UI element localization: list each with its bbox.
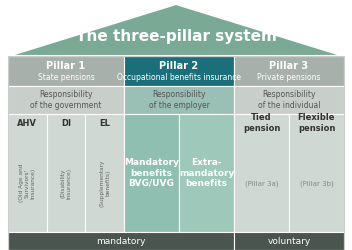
Text: Pillar 2: Pillar 2 bbox=[159, 61, 199, 71]
Text: EL: EL bbox=[99, 118, 110, 128]
Text: (Old Age and
Survivors'
Insurance): (Old Age and Survivors' Insurance) bbox=[19, 164, 36, 202]
Bar bbox=[234, 114, 289, 232]
Bar bbox=[47, 114, 85, 232]
Bar bbox=[8, 232, 234, 250]
Text: Extra-
mandatory
benefits: Extra- mandatory benefits bbox=[179, 158, 234, 188]
Bar bbox=[8, 114, 47, 232]
Text: voluntary: voluntary bbox=[268, 236, 310, 246]
Text: Pillar 1: Pillar 1 bbox=[46, 61, 86, 71]
Bar bbox=[124, 56, 234, 86]
Text: (Supplementary
benefits): (Supplementary benefits) bbox=[99, 159, 110, 207]
Text: Responsibility
of the government: Responsibility of the government bbox=[30, 90, 102, 110]
Bar bbox=[234, 56, 344, 86]
Text: (Disability
insurance): (Disability insurance) bbox=[61, 168, 71, 198]
Text: State pensions: State pensions bbox=[38, 72, 94, 82]
Text: Responsibility
of the individual: Responsibility of the individual bbox=[258, 90, 320, 110]
Text: Pillar 3: Pillar 3 bbox=[269, 61, 309, 71]
Bar bbox=[179, 114, 234, 232]
Text: Tied
pension: Tied pension bbox=[243, 113, 280, 133]
Bar bbox=[8, 56, 124, 86]
Bar bbox=[85, 114, 124, 232]
Text: Private pensions: Private pensions bbox=[257, 72, 321, 82]
Text: Responsibility
of the employer: Responsibility of the employer bbox=[149, 90, 209, 110]
Bar bbox=[289, 114, 344, 232]
Bar bbox=[124, 86, 234, 114]
Bar bbox=[8, 56, 344, 250]
Text: The three-pillar system: The three-pillar system bbox=[76, 29, 276, 44]
Bar bbox=[124, 114, 179, 232]
Bar bbox=[234, 232, 344, 250]
Text: Occupational benefits insurance: Occupational benefits insurance bbox=[117, 72, 241, 82]
Polygon shape bbox=[8, 4, 344, 56]
Text: DI: DI bbox=[61, 118, 71, 128]
Text: Mandatory
benefits
BVG/UVG: Mandatory benefits BVG/UVG bbox=[124, 158, 179, 188]
Text: (Pillar 3a): (Pillar 3a) bbox=[245, 181, 278, 187]
Text: mandatory: mandatory bbox=[96, 236, 146, 246]
Text: (Pillar 3b): (Pillar 3b) bbox=[300, 181, 333, 187]
Bar bbox=[234, 86, 344, 114]
Text: Flexible
pension: Flexible pension bbox=[298, 113, 335, 133]
Text: AHV: AHV bbox=[17, 118, 37, 128]
Bar bbox=[8, 86, 124, 114]
